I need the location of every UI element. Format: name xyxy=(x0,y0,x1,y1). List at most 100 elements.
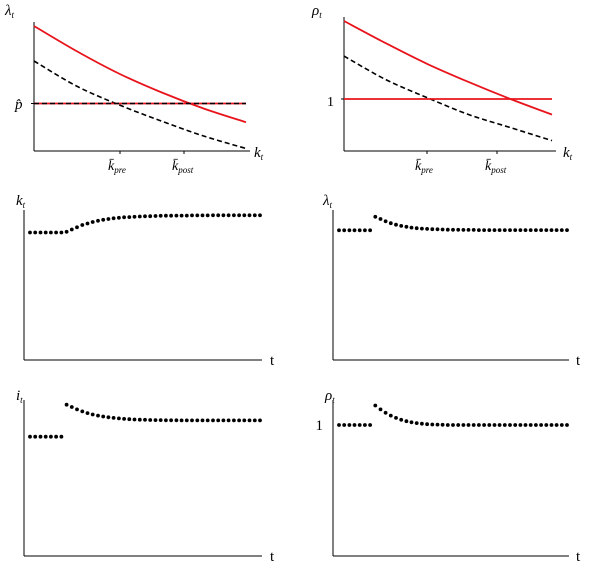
data-point xyxy=(383,219,388,224)
data-point xyxy=(179,213,184,218)
data-point xyxy=(64,229,69,234)
x-tick-label-sub: pre xyxy=(420,165,433,175)
data-point xyxy=(101,414,106,419)
data-point xyxy=(554,228,559,233)
data-point xyxy=(554,423,559,427)
data-point xyxy=(38,230,43,235)
data-point xyxy=(49,230,53,235)
data-point xyxy=(106,217,111,221)
y-tick-label: 1 xyxy=(327,95,334,110)
data-point xyxy=(96,413,100,418)
data-point xyxy=(518,423,523,427)
data-point xyxy=(378,407,383,412)
data-point xyxy=(477,423,481,427)
data-point xyxy=(404,224,409,229)
data-point xyxy=(565,423,569,427)
data-point xyxy=(143,417,147,422)
chart-time-series-i: itt xyxy=(16,388,275,565)
data-point xyxy=(174,213,179,218)
y-axis-label-sub: t xyxy=(319,10,322,20)
y-axis-label-base: λ xyxy=(322,193,330,209)
data-point xyxy=(247,213,252,218)
y-axis-label-base: k xyxy=(16,193,23,209)
data-point xyxy=(184,213,189,218)
data-point xyxy=(549,228,554,233)
data-point xyxy=(75,225,79,230)
data-point xyxy=(38,434,43,439)
data-point xyxy=(195,213,200,218)
y-axis-label-base: λ xyxy=(4,3,12,19)
data-point xyxy=(158,213,163,218)
data-point xyxy=(559,228,564,233)
data-point xyxy=(456,227,461,232)
data-point xyxy=(127,215,132,220)
x-axis-label: t xyxy=(270,353,275,369)
data-point xyxy=(164,418,168,423)
data-point xyxy=(435,227,440,232)
data-point xyxy=(54,230,58,235)
data-point xyxy=(414,226,419,231)
data-point xyxy=(252,418,257,423)
data-point xyxy=(85,411,90,415)
x-tick-label: k̄pre xyxy=(108,158,126,175)
data-point xyxy=(508,228,512,233)
chart-time-series-lambda: λtt xyxy=(322,193,581,369)
data-point xyxy=(528,228,533,233)
x-tick-label-base: k̄ xyxy=(415,158,422,174)
data-point xyxy=(111,216,116,221)
data-point xyxy=(33,434,38,439)
data-point xyxy=(216,418,221,423)
data-point xyxy=(414,421,419,425)
data-point xyxy=(232,418,236,423)
data-point xyxy=(122,215,126,220)
data-point xyxy=(153,214,158,218)
x-axis-label: t xyxy=(576,353,581,369)
data-point xyxy=(445,227,450,232)
data-point xyxy=(49,434,53,439)
x-axis-label: t xyxy=(576,549,581,565)
data-point xyxy=(342,423,347,427)
data-point xyxy=(461,423,466,427)
data-point xyxy=(440,227,445,232)
data-point xyxy=(559,423,564,427)
data-point xyxy=(211,418,215,423)
data-point xyxy=(445,423,450,427)
data-point xyxy=(54,434,58,439)
data-point xyxy=(534,423,538,427)
data-point xyxy=(518,228,523,233)
data-point xyxy=(101,217,106,222)
data-point xyxy=(528,423,533,427)
data-point xyxy=(342,228,347,233)
data-point xyxy=(513,423,518,427)
data-point xyxy=(502,228,507,233)
data-point xyxy=(420,226,424,231)
data-point xyxy=(137,214,142,219)
data-point xyxy=(388,413,393,418)
data-point xyxy=(357,228,362,233)
data-point xyxy=(111,416,116,420)
data-point xyxy=(492,423,497,427)
data-point xyxy=(363,423,367,427)
data-point xyxy=(409,225,414,230)
data-point xyxy=(80,409,85,414)
data-point xyxy=(451,423,455,427)
data-point xyxy=(33,230,38,235)
data-point xyxy=(451,227,455,232)
data-point xyxy=(190,418,194,423)
data-point xyxy=(216,213,221,218)
data-point xyxy=(242,213,247,218)
data-point xyxy=(461,228,466,232)
x-axis-label-base: k xyxy=(254,145,261,161)
data-point xyxy=(440,422,445,427)
data-point xyxy=(226,418,231,423)
data-point xyxy=(174,418,179,423)
data-point xyxy=(106,415,111,420)
data-point xyxy=(205,213,210,218)
data-point xyxy=(75,407,79,412)
y-axis-label-sub: t xyxy=(332,395,335,405)
x-tick-label-sub: pre xyxy=(113,165,126,175)
data-point xyxy=(184,418,189,423)
data-point xyxy=(471,423,476,427)
data-point xyxy=(523,423,528,427)
